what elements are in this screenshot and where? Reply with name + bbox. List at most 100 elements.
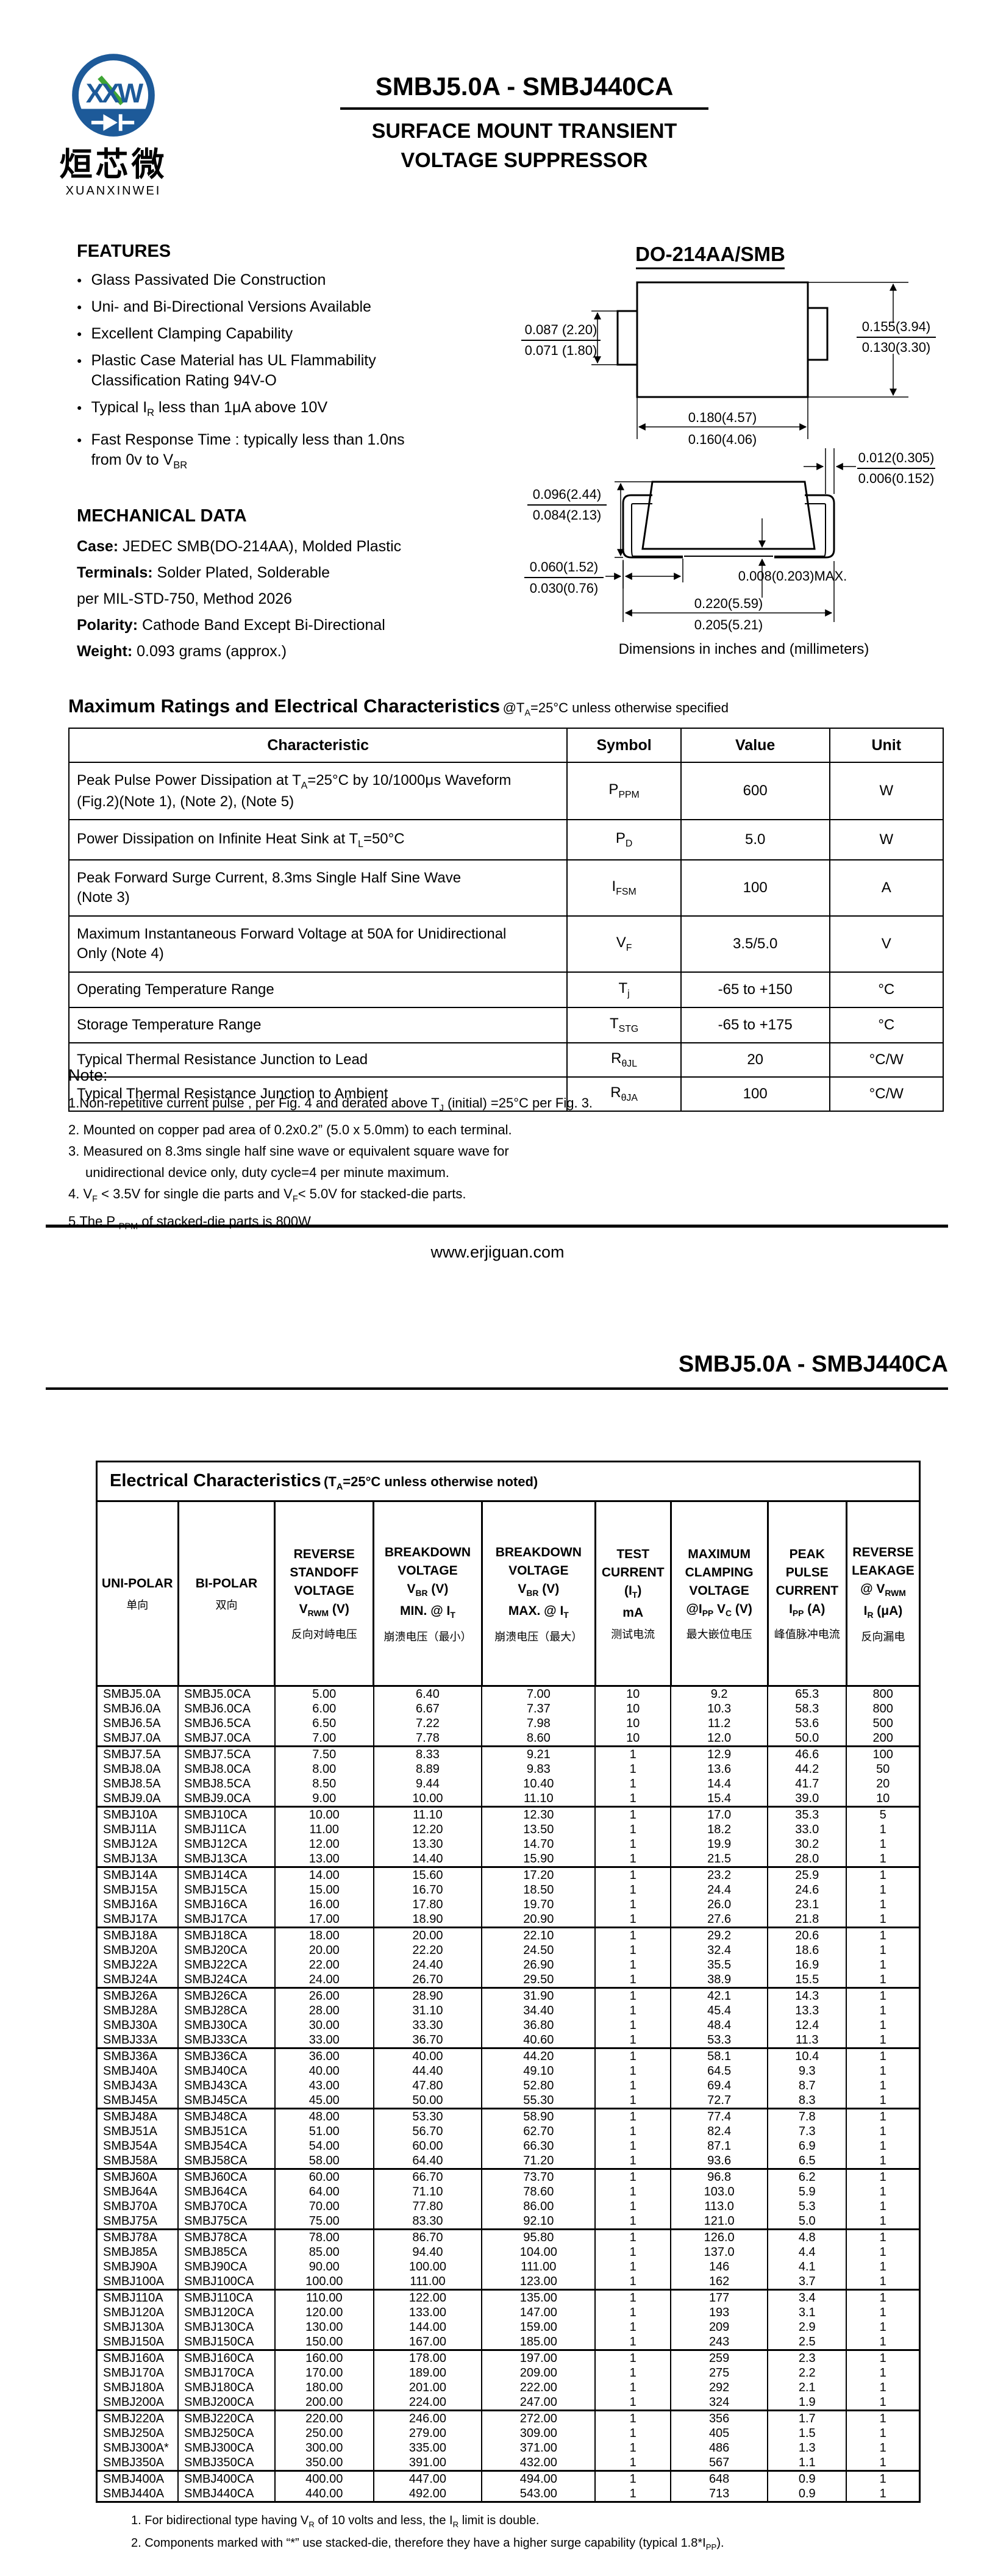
data-cell: 55.30	[481, 2093, 596, 2109]
data-cell: 1	[594, 2078, 671, 2094]
ratings-row: Peak Forward Surge Current, 8.3ms Single…	[68, 859, 944, 917]
lead-thickness-callout	[804, 448, 856, 494]
unit-cell: W	[829, 762, 944, 821]
data-cell: 135.00	[481, 2289, 596, 2306]
part-number-bipolar: SMBJ220CA	[177, 2410, 275, 2427]
data-cell: 96.8	[670, 2168, 768, 2185]
table-row: SMBJ130A SMBJ130CA 130.00 144.00 159.00 1 209 2…	[98, 2320, 919, 2335]
table-row: SMBJ220A SMBJ220CA 220.00 246.00 272.00 1 356 1…	[98, 2410, 919, 2427]
brand-name-en: XUANXINWEI	[65, 184, 162, 198]
data-cell: 3.7	[767, 2274, 847, 2290]
table-row: SMBJ54A SMBJ54CA 54.00 60.00 66.30 1 87.1 6.9 1	[98, 2139, 919, 2154]
part-number-bipolar: SMBJ10CA	[177, 1806, 275, 1823]
part-number-unipolar: SMBJ70A	[103, 2200, 157, 2214]
column-header: REVERSE STANDOFF VOLTAGE VRWM (V) 反向对峙电压	[274, 1502, 374, 1687]
data-cell: 58.1	[670, 2047, 768, 2064]
column-header-cn: 峰值脉冲电流	[774, 1628, 840, 1641]
data-cell: 201.00	[373, 2380, 482, 2395]
data-cell: 1	[846, 2455, 919, 2471]
column-header: PEAK PULSE CURRENT IPP (A) 峰值脉冲电流	[766, 1502, 847, 1687]
data-cell: 356	[670, 2410, 768, 2427]
table-row: SMBJ36A SMBJ36CA 36.00 40.00 44.20 1 58.1 10.4 1	[98, 2047, 919, 2064]
part-number-bipolar: SMBJ15CA	[177, 1883, 275, 1898]
data-cell: 87.1	[670, 2139, 768, 2154]
data-cell: 9.2	[670, 1685, 768, 1702]
data-cell: 73.70	[481, 2168, 596, 2185]
data-cell: 0.9	[767, 2486, 847, 2502]
data-cell: 1	[846, 1852, 919, 1867]
data-cell: 2.2	[767, 2366, 847, 2381]
data-cell: 1	[846, 2018, 919, 2033]
data-cell: 713	[670, 2486, 768, 2502]
feature-text: Excellent Clamping Capability	[91, 325, 293, 342]
website-link[interactable]: www.erjiguan.com	[430, 1243, 565, 1261]
data-cell: 405	[670, 2426, 768, 2441]
column-header-en: REVERSE LEAKAGE @ VRWM IR (μA)	[852, 1545, 915, 1620]
data-cell: 12.00	[274, 1837, 374, 1852]
data-cell: 10.40	[481, 1776, 596, 1792]
data-cell: 1	[594, 2153, 671, 2169]
part-number-unipolar: SMBJ13A	[103, 1852, 157, 1866]
part-number-bipolar: SMBJ24CA	[177, 1972, 275, 1988]
data-cell: 1	[846, 1822, 919, 1837]
data-cell: 1	[594, 2108, 671, 2125]
data-cell: 324	[670, 2395, 768, 2411]
data-cell: 31.10	[373, 2003, 482, 2019]
data-cell: 0.9	[767, 2470, 847, 2487]
data-cell: 53.30	[373, 2108, 482, 2125]
part-number-bipolar: SMBJ13CA	[177, 1852, 275, 1867]
column-header: REVERSE LEAKAGE @ VRWM IR (μA) 反向漏电	[845, 1502, 919, 1687]
electrical-table: UNI-POLAR 单向 BI-POLAR 双向 REVERSE STANDOFF VOLT…	[98, 1502, 919, 2502]
data-cell: 1	[594, 2199, 671, 2214]
part-number-unipolar: SMBJ6.5A	[103, 1717, 161, 1731]
data-cell: 197.00	[481, 2349, 596, 2366]
electrical-footnotes: 1. For bidirectional type having VR of 1…	[131, 2511, 921, 2556]
data-cell: 10.4	[767, 2047, 847, 2064]
table-row: SMBJ200A SMBJ200CA 200.00 224.00 247.00 1 324 1…	[98, 2395, 919, 2411]
ratings-row: Typical Thermal Resistance Junction to L…	[68, 1042, 944, 1078]
data-cell: 1	[846, 2395, 919, 2411]
data-cell: 5.3	[767, 2199, 847, 2214]
data-cell: 8.00	[274, 1762, 374, 1777]
ratings-row: Peak Pulse Power Dissipation at TA=25°C …	[68, 762, 944, 821]
data-cell: 224.00	[373, 2395, 482, 2411]
diode-lead-right	[122, 121, 135, 124]
data-cell: 44.40	[373, 2064, 482, 2079]
data-cell: 83.30	[373, 2214, 482, 2230]
data-cell: 60.00	[373, 2139, 482, 2154]
table-row: SMBJ26A SMBJ26CA 26.00 28.90 31.90 1 42.1 14.3 1	[98, 1987, 919, 2004]
table-row: SMBJ78A SMBJ78CA 78.00 86.70 95.80 1 126.0 4.8 1	[98, 2228, 919, 2245]
symbol-cell: TSTG	[566, 1007, 682, 1044]
column-header: TEST CURRENT (IT) mA 测试电流	[594, 1502, 671, 1687]
data-cell: 1	[594, 1837, 671, 1852]
part-number-bipolar: SMBJ20CA	[177, 1943, 275, 1958]
table-row: SMBJ64A SMBJ64CA 64.00 71.10 78.60 1 103.0 5.9 1	[98, 2184, 919, 2200]
part-number-unipolar: SMBJ90A	[103, 2260, 157, 2274]
footnote-line: 2. Components marked with “*” use stacke…	[131, 2536, 724, 2552]
data-cell: 17.20	[481, 1866, 596, 1883]
data-cell: 7.8	[767, 2108, 847, 2125]
data-cell: 45.4	[670, 2003, 768, 2019]
data-cell: 275	[670, 2366, 768, 2381]
data-cell: 51.00	[274, 2124, 374, 2139]
data-cell: 21.5	[670, 1852, 768, 1867]
footnote-line: 1. For bidirectional type having VR of 1…	[131, 2514, 540, 2530]
data-cell: 9.21	[481, 1745, 596, 1762]
data-cell: 1	[846, 2441, 919, 2456]
part-number-unipolar: SMBJ64A	[103, 2185, 157, 2199]
data-cell: 6.00	[274, 1701, 374, 1717]
table-row: SMBJ10A SMBJ10CA 10.00 11.10 12.30 1 17.0 35.3 5	[98, 1806, 919, 1823]
data-cell: 1	[846, 1883, 919, 1898]
table-row: SMBJ8.5A SMBJ8.5CA 8.50 9.44 10.40 1 14.4 41.7 2…	[98, 1776, 919, 1792]
unit-cell: °C/W	[829, 1042, 944, 1078]
data-cell: 38.9	[670, 1972, 768, 1988]
part-number-unipolar: SMBJ58A	[103, 2154, 157, 2168]
data-cell: 15.60	[373, 1866, 482, 1883]
data-cell: 1	[846, 2033, 919, 2048]
data-cell: 7.98	[481, 1716, 596, 1731]
part-number-bipolar: SMBJ120CA	[177, 2305, 275, 2320]
electrical-table-title-note: (TA=25°C unless otherwise noted)	[324, 1474, 538, 1492]
table-row: SMBJ160A SMBJ160CA 160.00 178.00 197.00 1 259 2…	[98, 2349, 919, 2366]
features-list: ● Glass Passivated Die Construction ● Uni- …	[77, 270, 443, 476]
col-symbol: Symbol	[566, 728, 682, 764]
